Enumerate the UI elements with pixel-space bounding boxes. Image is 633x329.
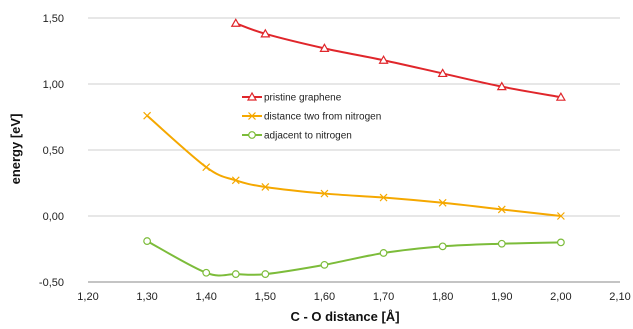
y-tick-label: 0,00	[43, 211, 64, 223]
y-tick-label: 1,50	[43, 13, 64, 25]
series-1	[143, 111, 565, 220]
legend-label: distance two from nitrogen	[264, 112, 381, 123]
x-tick-label: 1,60	[314, 291, 335, 303]
data-point	[437, 68, 448, 78]
legend-label: pristine graphene	[264, 93, 342, 104]
data-point	[497, 205, 506, 214]
legend-marker	[246, 91, 258, 101]
data-point	[438, 242, 447, 251]
legend-marker	[248, 131, 256, 139]
data-point	[143, 237, 152, 245]
legend-item: pristine graphene	[242, 91, 342, 104]
legend: pristine graphene distance two from nitro…	[242, 91, 381, 142]
legend-item: adjacent to nitrogen	[242, 131, 352, 142]
data-point	[555, 91, 566, 101]
x-tick-labels: 1,20 1,30 1,40 1,50 1,60 1,70 1,80 1,90 2,00 2,10	[77, 291, 630, 303]
data-point	[231, 270, 240, 278]
x-axis-title: C - O distance [Å]	[290, 309, 399, 324]
y-tick-label: 0,50	[43, 145, 64, 157]
data-point	[497, 239, 506, 248]
x-tick-label: 1,70	[373, 291, 394, 303]
series-0	[230, 18, 566, 101]
x-tick-label: 1,30	[136, 291, 157, 303]
data-point	[260, 28, 271, 38]
data-point	[231, 176, 240, 185]
y-tick-labels: -0,50 0,00 0,50 1,00 1,50	[39, 13, 64, 289]
data-point	[379, 249, 388, 257]
data-point	[319, 43, 330, 52]
x-tick-label: 2,00	[550, 291, 571, 303]
x-tick-label: 1,20	[77, 291, 98, 303]
data-point	[379, 193, 388, 202]
x-tick-label: 1,90	[491, 291, 512, 303]
series-2	[143, 237, 565, 278]
data-point	[496, 81, 507, 91]
data-point	[556, 212, 565, 220]
y-axis-title: energy [eV]	[8, 114, 23, 185]
x-tick-label: 1,50	[255, 291, 276, 303]
legend-item: distance two from nitrogen	[242, 112, 381, 123]
series-line	[235, 22, 562, 99]
y-tick-label: -0,50	[39, 277, 64, 289]
data-point	[202, 163, 211, 172]
gridlines	[88, 17, 620, 217]
data-point	[378, 55, 389, 64]
data-point	[202, 268, 211, 277]
data-point	[261, 270, 270, 278]
x-tick-label: 1,80	[432, 291, 453, 303]
data-point	[230, 18, 241, 27]
data-point	[556, 238, 565, 247]
data-point	[261, 183, 270, 191]
y-tick-label: 1,00	[43, 79, 64, 91]
series-line	[146, 114, 562, 217]
data-point	[320, 260, 329, 269]
series-lines	[143, 18, 566, 278]
data-point	[438, 198, 447, 207]
x-tick-label: 2,10	[609, 291, 630, 303]
data-point	[320, 189, 329, 198]
data-point	[143, 111, 152, 120]
legend-marker	[248, 112, 256, 120]
x-tick-label: 1,40	[196, 291, 217, 303]
legend-label: adjacent to nitrogen	[264, 131, 352, 142]
